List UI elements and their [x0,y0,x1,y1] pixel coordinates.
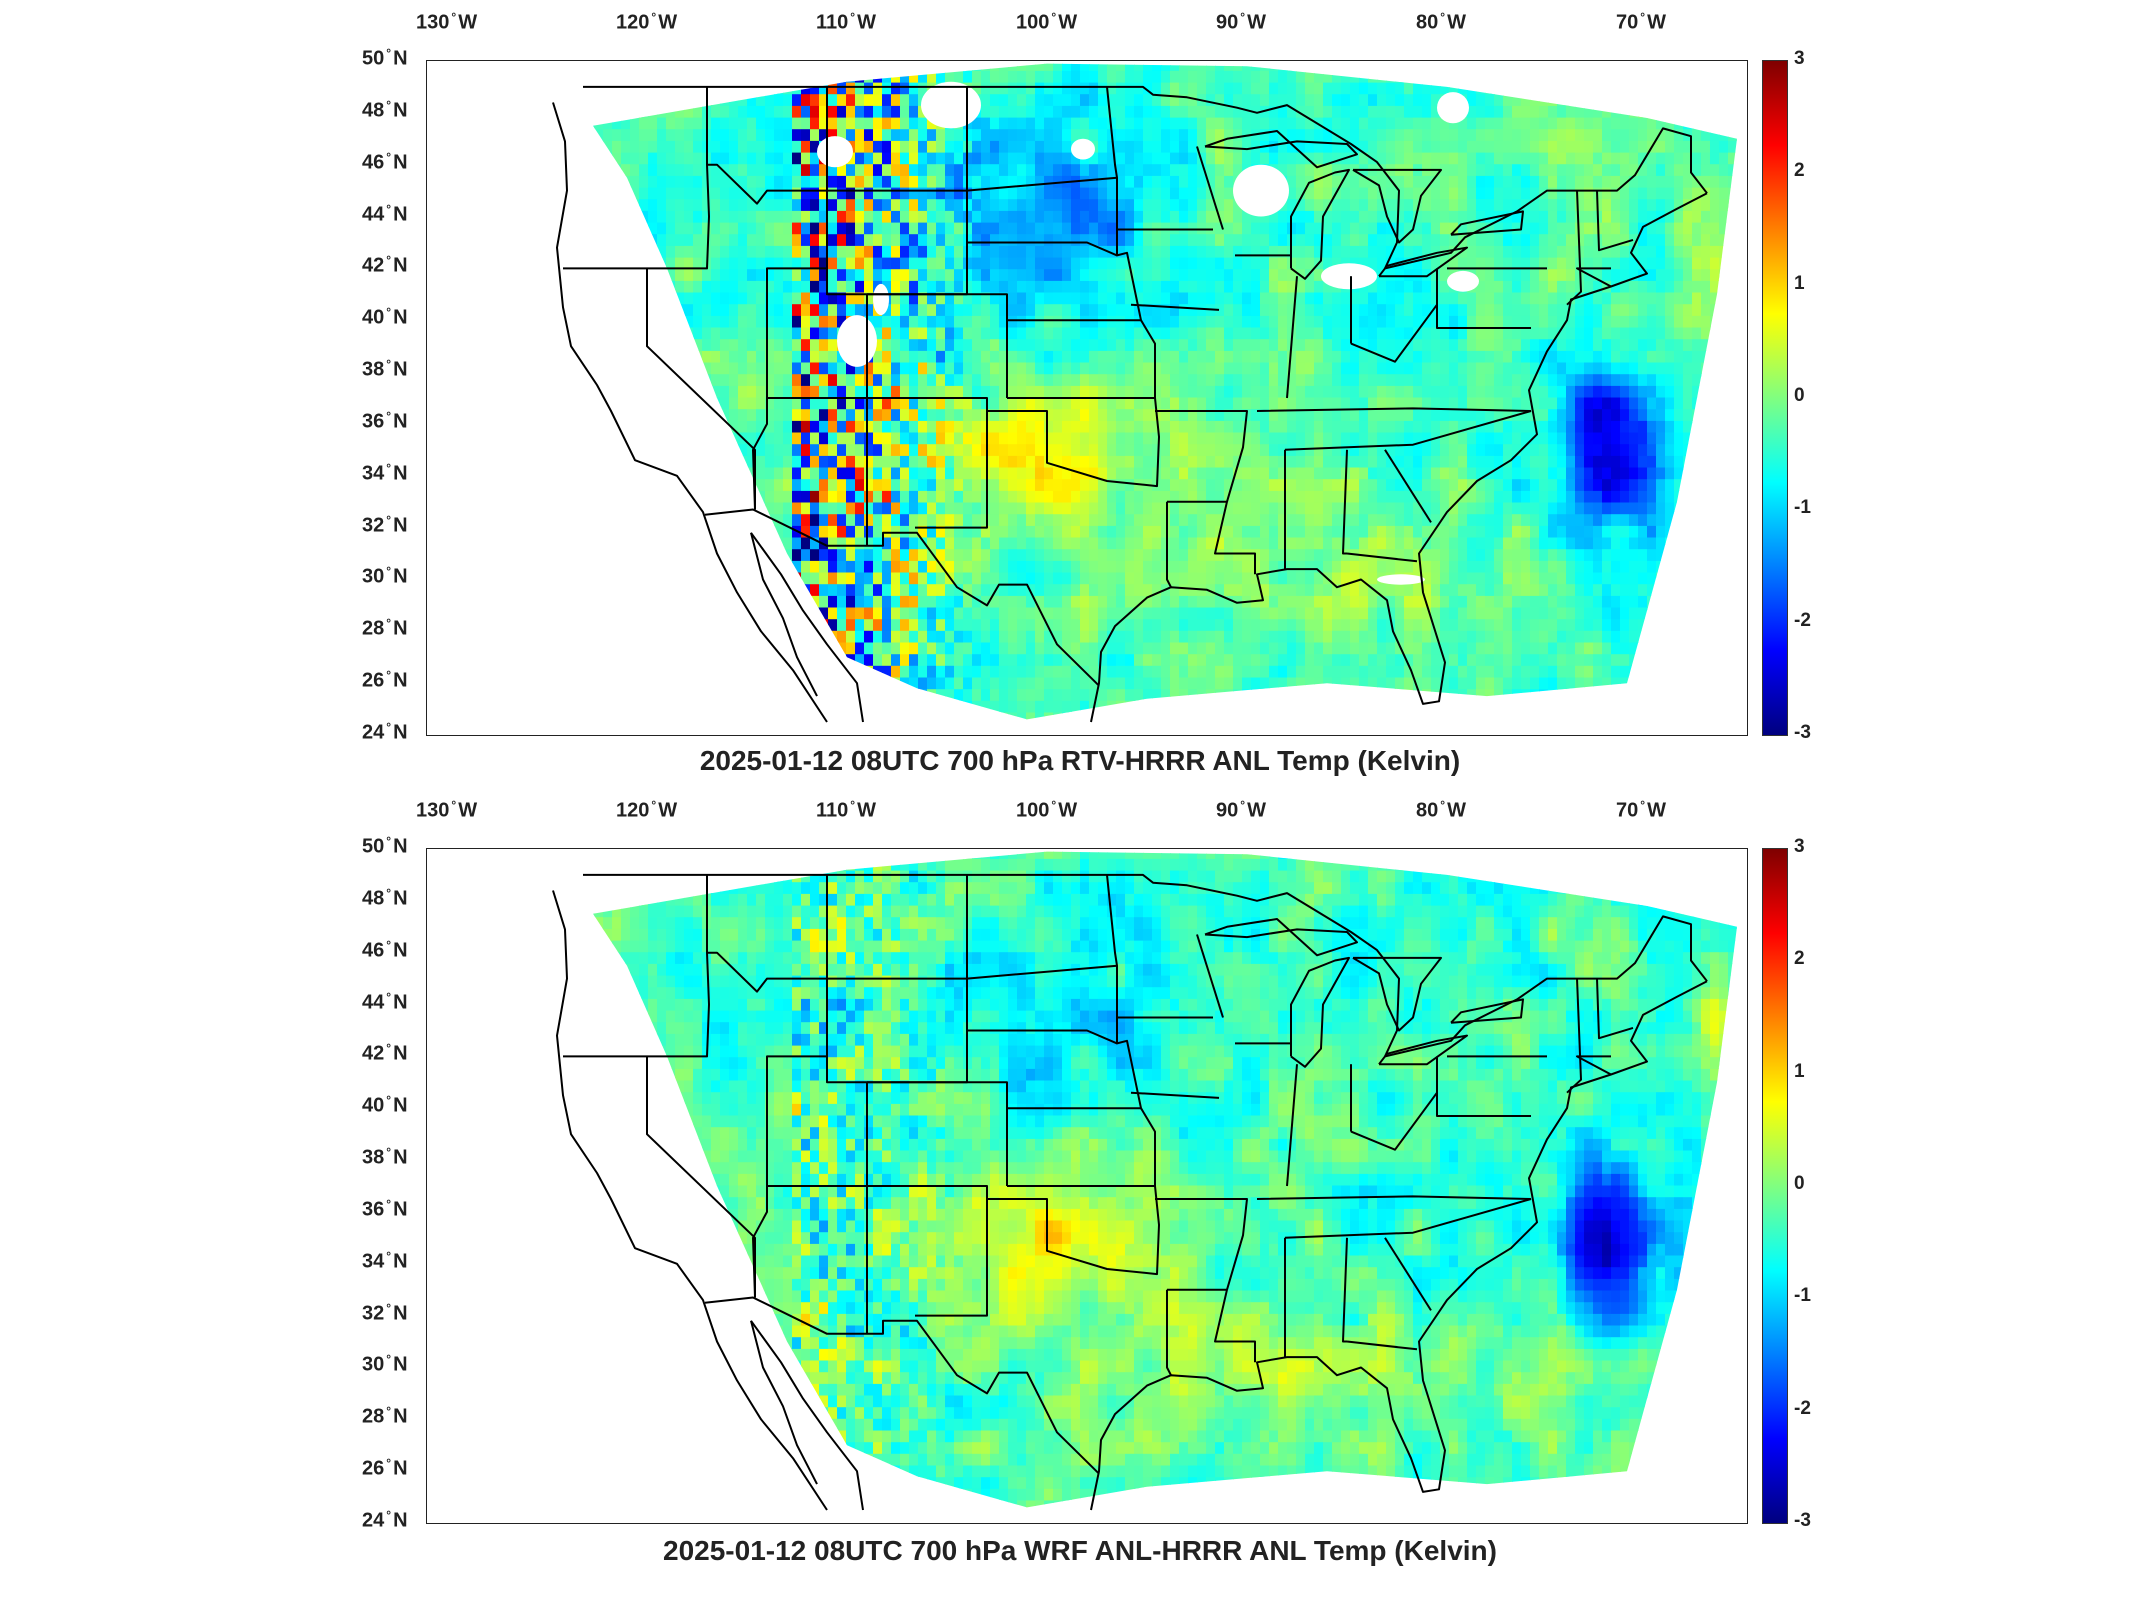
missing-data-region [1071,138,1095,160]
colorbar-tick-label: -1 [1794,1285,1811,1307]
temperature-map-top [552,63,1737,723]
lat-tick-label: 36 ° N [362,408,408,433]
lat-tick-label: 32 ° N [362,512,408,537]
colorbar-tick-label: -1 [1794,497,1811,519]
colorbar-tick-label: -3 [1794,722,1811,743]
lat-tick-label: 38 ° N [362,357,408,381]
lat-tick-label: 40 ° N [362,305,408,329]
lat-tick-label: 42 ° N [362,253,408,278]
lat-tick-label: 34 ° N [362,460,408,485]
colorbar-tick-label: 1 [1794,1060,1805,1082]
lat-tick-label: 40 ° N [362,1093,408,1117]
colorbar-tick-label: 3 [1794,48,1805,69]
colorbar-tick-label: 3 [1794,836,1805,857]
lon-tick-label: 110 ° W [816,10,876,34]
lon-tick-label: 120 ° W [616,798,678,822]
lon-tick-label: 80 ° W [1416,798,1466,822]
temperature-map-bottom [552,851,1737,1511]
lat-tick-label: 46 ° N [362,937,408,962]
lat-tick-label: 28 ° N [362,616,408,640]
missing-data-region [1377,574,1425,585]
colorbar-bottom [1762,848,1788,1524]
colorbar-top [1762,60,1788,736]
lat-tick-label: 36 ° N [362,1196,408,1221]
colorbar-tick-label: 2 [1794,948,1805,970]
lat-tick-label: 50 ° N [362,834,408,858]
map-frame-bottom [426,848,1748,1524]
lon-tick-label: 130 ° W [416,10,478,34]
missing-data-region [1233,164,1289,217]
lon-tick-label: 80 ° W [1416,10,1466,34]
panel-title-top: 2025-01-12 08UTC 700 hPa RTV-HRRR ANL Te… [699,745,1461,776]
lat-tick-label: 46 ° N [362,149,408,174]
lon-tick-label: 100 ° W [1016,10,1078,34]
missing-data-region [1447,270,1479,292]
colorbar-tick-label: -2 [1794,1397,1811,1419]
lon-tick-label: 70 ° W [1616,798,1666,822]
lat-tick-label: 44 ° N [362,989,408,1014]
colorbar-tick-label: -3 [1794,1510,1811,1531]
lat-tick-label: 38 ° N [362,1145,408,1169]
lat-tick-label: 44 ° N [362,201,408,226]
lat-tick-label: 48 ° N [362,885,408,910]
lat-tick-label: 24 ° N [362,1508,408,1532]
lat-tick-label: 26 ° N [362,668,408,692]
missing-data-region [817,136,853,168]
missing-data-region [873,283,889,316]
lat-tick-label: 42 ° N [362,1041,408,1066]
missing-data-region [921,81,981,129]
lat-tick-label: 32 ° N [362,1300,408,1325]
colorbar-tick-label: 2 [1794,160,1805,182]
lat-tick-label: 26 ° N [362,1456,408,1480]
lon-tick-label: 120 ° W [616,10,678,34]
lat-tick-label: 24 ° N [362,720,408,744]
lat-tick-label: 34 ° N [362,1248,408,1273]
lon-tick-label: 110 ° W [816,798,876,822]
lat-tick-label: 48 ° N [362,97,408,122]
lon-tick-label: 130 ° W [416,798,478,822]
missing-data-region [1437,92,1469,124]
colorbar-tick-label: -2 [1794,609,1811,631]
lon-tick-label: 100 ° W [1016,798,1078,822]
lat-tick-label: 50 ° N [362,46,408,70]
map-panel-top: 130 ° W 120 ° W 110 ° W 100 ° W 90 ° W 80 ° W 70 ° W 50 ° N 48 °… [0,0,2133,790]
lon-tick-label: 90 ° W [1216,10,1266,34]
temperature-anomaly-field [593,63,1737,720]
temperature-anomaly-field [593,851,1737,1508]
lat-tick-label: 30 ° N [362,1352,408,1377]
map-frame-top [426,60,1748,736]
missing-data-region [837,315,877,367]
missing-data-region [1321,263,1377,290]
colorbar-tick-label: 1 [1794,272,1805,294]
coastlines-and-borders [552,873,1708,1511]
map-panel-bottom: 130 ° W 120 ° W 110 ° W 100 ° W 90 ° W 80 ° W 70 ° W 50 ° N 48 °… [0,790,2133,1600]
panel-title-bottom: 2025-01-12 08UTC 700 hPa WRF ANL-HRRR AN… [663,1535,1497,1566]
lat-tick-label: 28 ° N [362,1404,408,1428]
lon-tick-label: 90 ° W [1216,798,1266,822]
lon-tick-label: 70 ° W [1616,10,1666,34]
colorbar-tick-label: 0 [1794,385,1805,406]
lat-tick-label: 30 ° N [362,564,408,589]
colorbar-tick-label: 0 [1794,1173,1805,1194]
coastlines-and-borders [552,85,1708,723]
